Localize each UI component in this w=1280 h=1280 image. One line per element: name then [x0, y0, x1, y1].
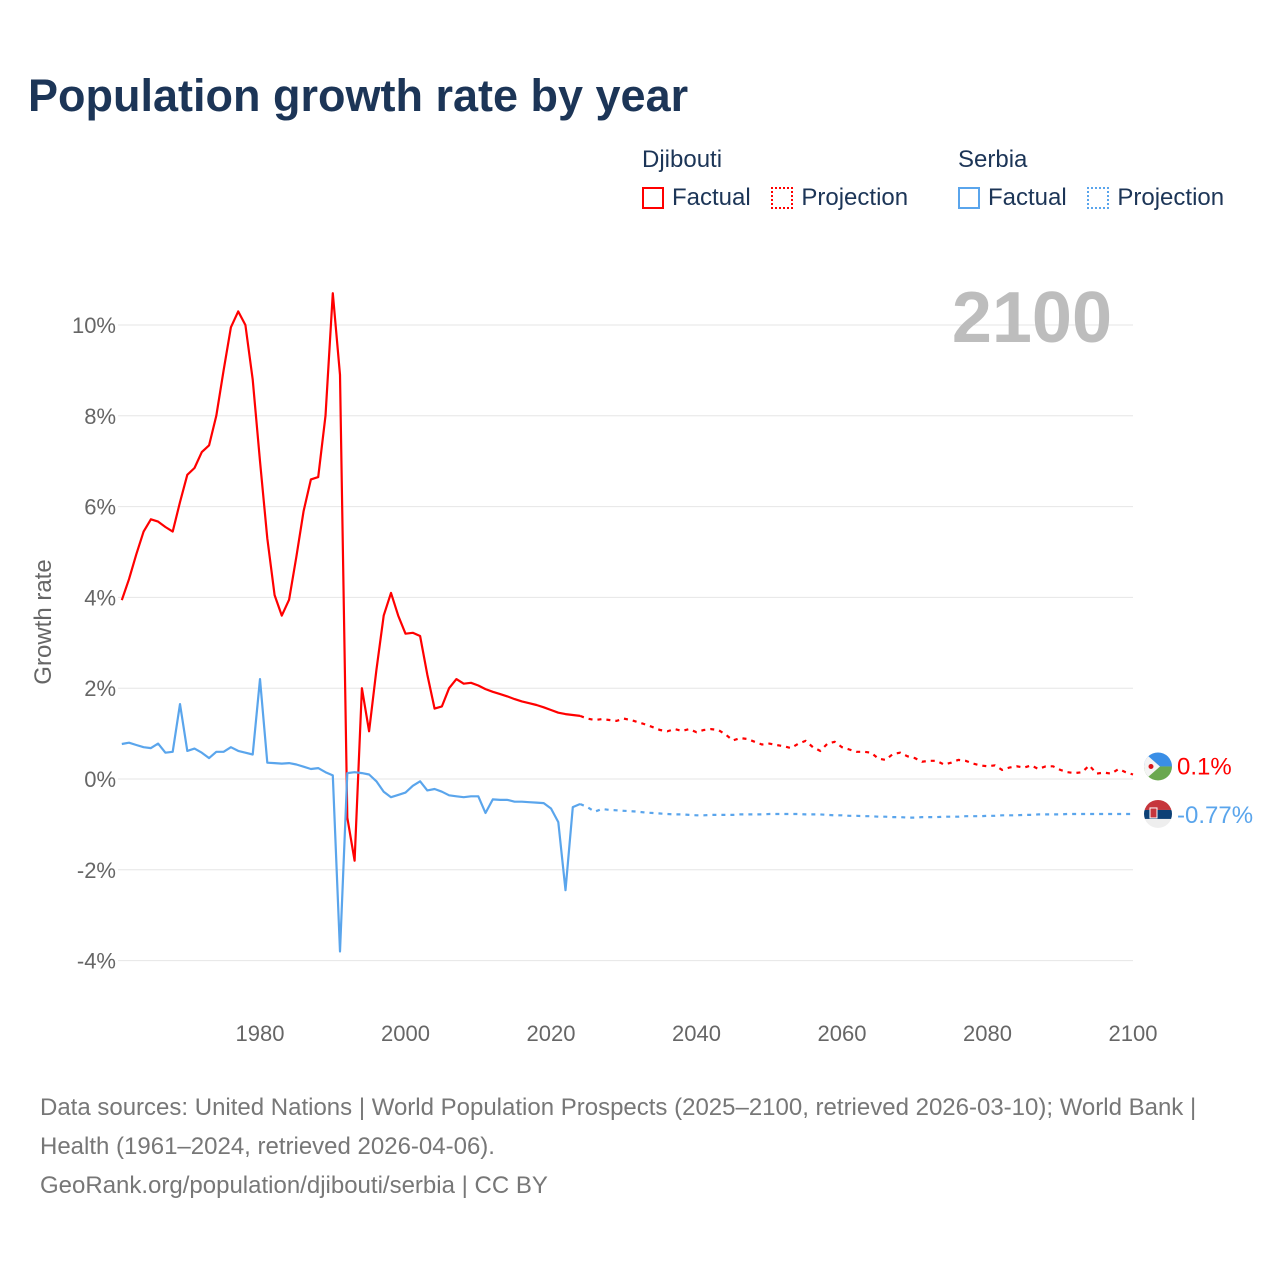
legend-djibouti: Djibouti Factual Projection: [642, 146, 922, 216]
serbia-end-label: -0.77%: [1177, 802, 1253, 829]
flag-triangle: [1144, 752, 1160, 781]
y-tick-label: -4%: [77, 949, 116, 974]
legend-djibouti-factual[interactable]: Factual: [642, 184, 751, 212]
djibouti-flag-icon: [1144, 752, 1172, 781]
djibouti-factual-line: [120, 292, 581, 862]
djibouti-end-label: 0.1%: [1177, 753, 1232, 780]
flag-stripe: [1144, 799, 1172, 810]
legend-group-name: Serbia: [958, 146, 1028, 173]
x-tick-label: 2040: [672, 1021, 721, 1046]
legend-djibouti-projection[interactable]: Projection: [771, 184, 908, 212]
legend-serbia-factual[interactable]: Factual: [958, 184, 1067, 212]
current-year-label: 2100: [952, 278, 1112, 358]
x-tick-label: 2000: [381, 1021, 430, 1046]
legend-label: Factual: [988, 184, 1067, 211]
legend-label: Projection: [801, 184, 909, 211]
credit-link[interactable]: GeoRank.org/population/djibouti/serbia |…: [40, 1172, 548, 1199]
x-tick-label: 1980: [236, 1021, 285, 1046]
flag-stripe: [1144, 752, 1172, 767]
y-tick-label: 0%: [84, 767, 116, 792]
y-tick-label: 6%: [84, 495, 116, 520]
y-tick-label: 4%: [84, 585, 116, 610]
footer: Data sources: United Nations | World Pop…: [40, 1088, 1240, 1205]
flag-coat-of-arms-icon: [1149, 807, 1158, 819]
serbia-factual-line: [121, 677, 581, 953]
y-tick-label: -2%: [77, 858, 116, 883]
dotted-line-swatch-icon: [771, 187, 794, 209]
y-tick-label: 10%: [72, 313, 116, 338]
data-sources: Data sources: United Nations | World Pop…: [40, 1094, 1197, 1160]
serbia-projection-line: [579, 802, 1133, 819]
legend-label: Factual: [672, 184, 751, 211]
x-tick-label: 2060: [818, 1021, 867, 1046]
y-axis-label: Growth rate: [30, 559, 57, 684]
x-tick-label: 2020: [527, 1021, 576, 1046]
y-tick-label: 2%: [84, 676, 116, 701]
djibouti-projection-line: [579, 714, 1134, 776]
x-tick-label: 2080: [963, 1021, 1012, 1046]
legend-serbia: Serbia Factual Projection: [958, 146, 1238, 216]
dotted-line-swatch-icon: [1087, 187, 1110, 209]
x-tick-label: 2100: [1109, 1021, 1158, 1046]
page-title: Population growth rate by year: [28, 70, 689, 121]
serbia-flag-icon: [1144, 799, 1172, 828]
legend-serbia-projection[interactable]: Projection: [1087, 184, 1224, 212]
legend-label: Projection: [1117, 184, 1225, 211]
legend-group-name: Djibouti: [642, 146, 723, 173]
y-tick-label: 8%: [84, 404, 116, 429]
solid-line-swatch-icon: [642, 187, 664, 209]
flag-stripe: [1144, 809, 1172, 819]
flag-stripe: [1144, 766, 1172, 781]
solid-line-swatch-icon: [958, 187, 980, 209]
flag-stripe: [1144, 818, 1172, 828]
flag-star-icon: [1148, 763, 1154, 769]
